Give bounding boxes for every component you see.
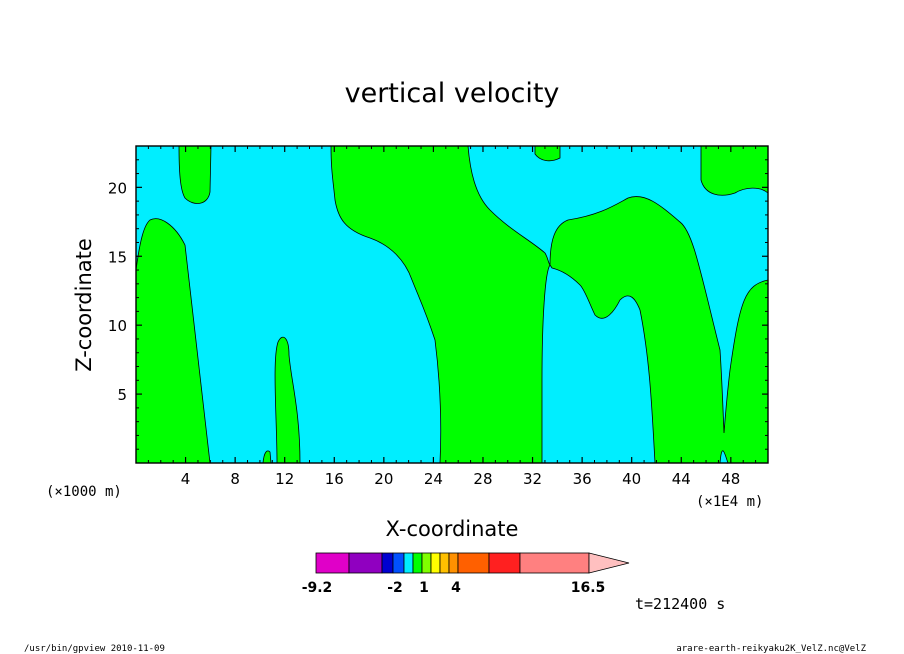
- colorbar-segment: [392, 552, 405, 574]
- y-tick-label: 10: [108, 317, 127, 335]
- colorbar-segment: [412, 552, 423, 574]
- colorbar-segment: [315, 552, 350, 574]
- colorbar-segment: [403, 552, 414, 574]
- contour-region-top-right: [700, 145, 769, 196]
- colorbar-arrow: [588, 552, 630, 574]
- x-tick-label: 40: [622, 470, 641, 488]
- colorbar-label: -2: [387, 580, 403, 596]
- x-tick-label: 12: [275, 470, 294, 488]
- chart-title: vertical velocity: [345, 78, 560, 109]
- x-tick-label: 32: [523, 470, 542, 488]
- x-unit-left: (×1000 m): [46, 484, 122, 500]
- x-unit-right: (×1E4 m): [696, 494, 763, 510]
- colorbar-label: 1: [419, 580, 429, 596]
- colorbar-segment: [519, 552, 590, 574]
- y-axis-label: Z-coordinate: [72, 238, 96, 372]
- colorbar-segment: [348, 552, 383, 574]
- x-tick-label: 8: [230, 470, 240, 488]
- x-tick-label: 44: [672, 470, 691, 488]
- y-tick-label: 20: [108, 179, 127, 197]
- colorbar-segment: [448, 552, 459, 574]
- x-tick-label: 28: [473, 470, 492, 488]
- x-axis-label: X-coordinate: [386, 517, 519, 541]
- contour-region-left: [135, 218, 211, 464]
- colorbar-segment: [421, 552, 432, 574]
- x-tick-label: 24: [424, 470, 443, 488]
- colorbar-segment: [439, 552, 450, 574]
- colorbar: -9.2 -2 1 4 16.5: [302, 552, 630, 596]
- contour-region-middle: [330, 145, 551, 464]
- colorbar-segment: [430, 552, 441, 574]
- footer-left: /usr/bin/gpview 2010-11-09: [24, 644, 165, 654]
- positive-velocity-regions: [135, 145, 769, 464]
- contour-region-small-2: [274, 336, 301, 464]
- colorbar-label: 4: [451, 580, 461, 596]
- contour-region-top-left: [178, 145, 212, 204]
- x-tick-label: 20: [374, 470, 393, 488]
- x-axis: 4 8 12 16 20 24 28 32 36 40 44 48: [147, 146, 757, 488]
- y-tick-label: 15: [108, 248, 127, 266]
- contour-region-small-1: [262, 450, 272, 464]
- x-tick-label: 48: [721, 470, 740, 488]
- y-tick-label: 5: [117, 386, 127, 404]
- contour-region-right: [549, 196, 769, 464]
- x-tick-label: 16: [325, 470, 344, 488]
- x-tick-label: 36: [573, 470, 592, 488]
- colorbar-segment: [457, 552, 490, 574]
- footer-right: arare-earth-reikyaku2K_VelZ.nc@VelZ: [676, 644, 866, 654]
- colorbar-segment: [381, 552, 394, 574]
- contour-region-top-small: [534, 145, 561, 162]
- colorbar-segment: [488, 552, 521, 574]
- y-axis: 5 10 15 20: [108, 159, 768, 450]
- x-tick-label: 4: [181, 470, 191, 488]
- colorbar-label: -9.2: [302, 580, 333, 596]
- time-label: t=212400 s: [635, 595, 725, 613]
- plot-frame: [135, 145, 769, 464]
- colorbar-label: 16.5: [571, 580, 606, 596]
